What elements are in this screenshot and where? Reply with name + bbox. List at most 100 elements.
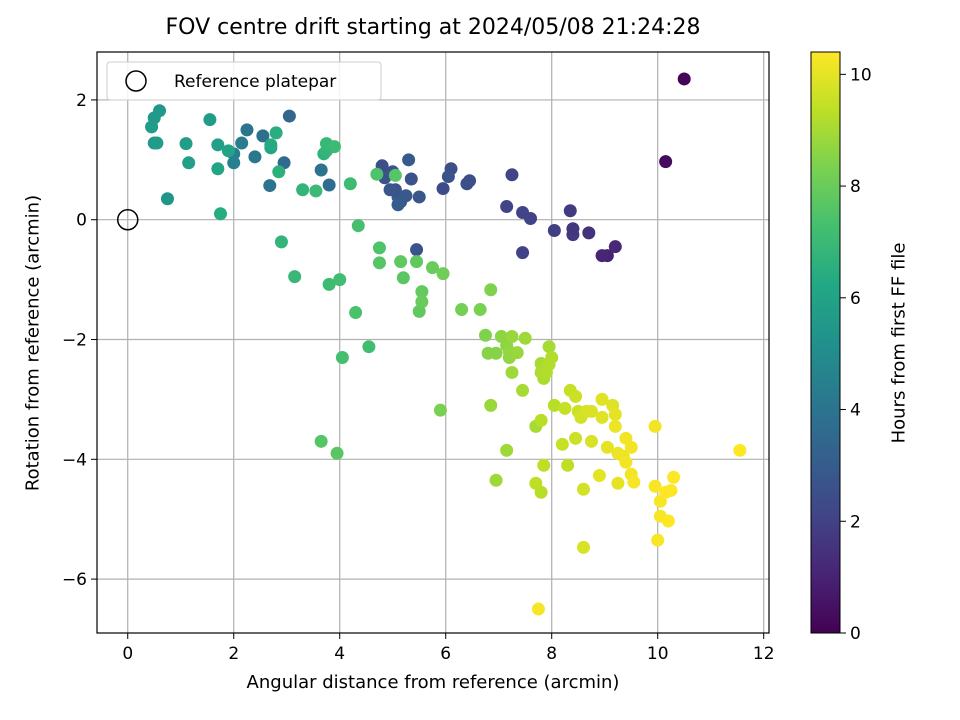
data-point	[561, 458, 575, 472]
data-point	[433, 403, 447, 417]
data-point	[555, 437, 569, 451]
data-point	[274, 235, 288, 249]
data-point	[227, 156, 241, 170]
colorbar	[810, 51, 841, 634]
data-point	[182, 156, 196, 170]
data-point	[333, 273, 347, 287]
data-point	[500, 443, 514, 457]
y-tick-label: −6	[62, 570, 87, 590]
data-point	[566, 222, 580, 236]
data-point	[547, 223, 561, 237]
x-tick-label: 8	[546, 644, 557, 664]
data-point	[404, 172, 418, 186]
data-point	[160, 192, 174, 206]
data-point	[529, 476, 543, 490]
data-point	[309, 184, 323, 198]
data-point	[263, 179, 277, 193]
data-point	[484, 398, 498, 412]
data-point	[489, 473, 503, 487]
data-point	[145, 120, 159, 134]
data-point	[150, 136, 164, 150]
chart-title: FOV centre drift starting at 2024/05/08 …	[165, 15, 701, 40]
x-tick-label: 0	[122, 644, 133, 664]
data-point	[436, 267, 450, 281]
data-point	[733, 443, 747, 457]
data-point	[388, 168, 402, 182]
data-point	[577, 482, 591, 496]
data-point	[651, 533, 665, 547]
legend-box	[106, 61, 382, 101]
x-axis-label: Angular distance from reference (arcmin)	[246, 672, 620, 693]
data-point	[351, 219, 365, 233]
data-point	[314, 434, 328, 448]
data-point	[516, 383, 530, 397]
data-point	[248, 150, 262, 164]
y-tick-label: −2	[62, 331, 87, 351]
data-point	[505, 330, 519, 344]
data-point	[240, 123, 254, 137]
colorbar-ticks: 0 2 4 6 8 10	[840, 65, 872, 644]
legend: Reference platepar	[106, 61, 382, 101]
data-point	[592, 468, 606, 482]
data-point	[436, 182, 450, 196]
reference-point-marker	[116, 208, 139, 231]
data-point	[627, 475, 641, 489]
data-point	[531, 602, 545, 616]
data-point	[394, 255, 408, 269]
data-point	[362, 340, 376, 354]
legend-entry: Reference platepar	[174, 72, 336, 92]
data-point	[282, 109, 296, 123]
data-point	[510, 346, 524, 360]
data-point	[569, 431, 583, 445]
data-point	[335, 350, 349, 364]
x-tick-label: 2	[228, 644, 239, 664]
data-point	[343, 177, 357, 191]
data-point	[410, 243, 424, 257]
y-tick-label: −4	[62, 450, 87, 470]
data-point	[370, 167, 384, 181]
data-point	[425, 261, 439, 275]
data-point	[595, 410, 609, 424]
data-point	[256, 129, 270, 143]
data-point	[455, 303, 469, 317]
data-point	[383, 183, 397, 197]
data-point	[648, 479, 662, 493]
data-point	[661, 514, 675, 528]
data-point	[478, 328, 492, 342]
data-point	[505, 168, 519, 182]
data-point	[577, 540, 591, 554]
data-point	[595, 249, 609, 263]
data-point	[516, 246, 530, 260]
data-point	[330, 446, 344, 460]
data-point	[584, 404, 598, 418]
x-tick-label: 6	[440, 644, 451, 664]
x-tick-label: 12	[753, 644, 775, 664]
data-point	[608, 240, 622, 254]
x-tick-label: 4	[334, 644, 345, 664]
data-point	[518, 331, 532, 345]
data-point	[410, 255, 424, 269]
data-point	[505, 365, 519, 379]
data-point	[372, 241, 386, 255]
data-point	[563, 204, 577, 218]
colorbar-tick-label: 6	[850, 289, 861, 309]
data-point	[415, 285, 429, 299]
data-point	[667, 470, 681, 484]
data-point	[659, 155, 673, 169]
data-point	[608, 407, 622, 421]
data-point	[569, 389, 583, 403]
data-point	[619, 455, 633, 469]
data-point	[402, 153, 416, 167]
data-point	[203, 113, 217, 127]
colorbar-tick-label: 10	[850, 65, 872, 85]
data-point	[396, 271, 410, 285]
legend-marker-icon	[125, 70, 147, 92]
data-point	[327, 140, 341, 154]
data-point	[600, 440, 614, 454]
data-point	[391, 198, 405, 212]
data-point	[211, 138, 225, 152]
data-point	[322, 277, 336, 291]
colorbar-tick-label: 0	[850, 624, 861, 644]
data-point	[545, 350, 559, 364]
